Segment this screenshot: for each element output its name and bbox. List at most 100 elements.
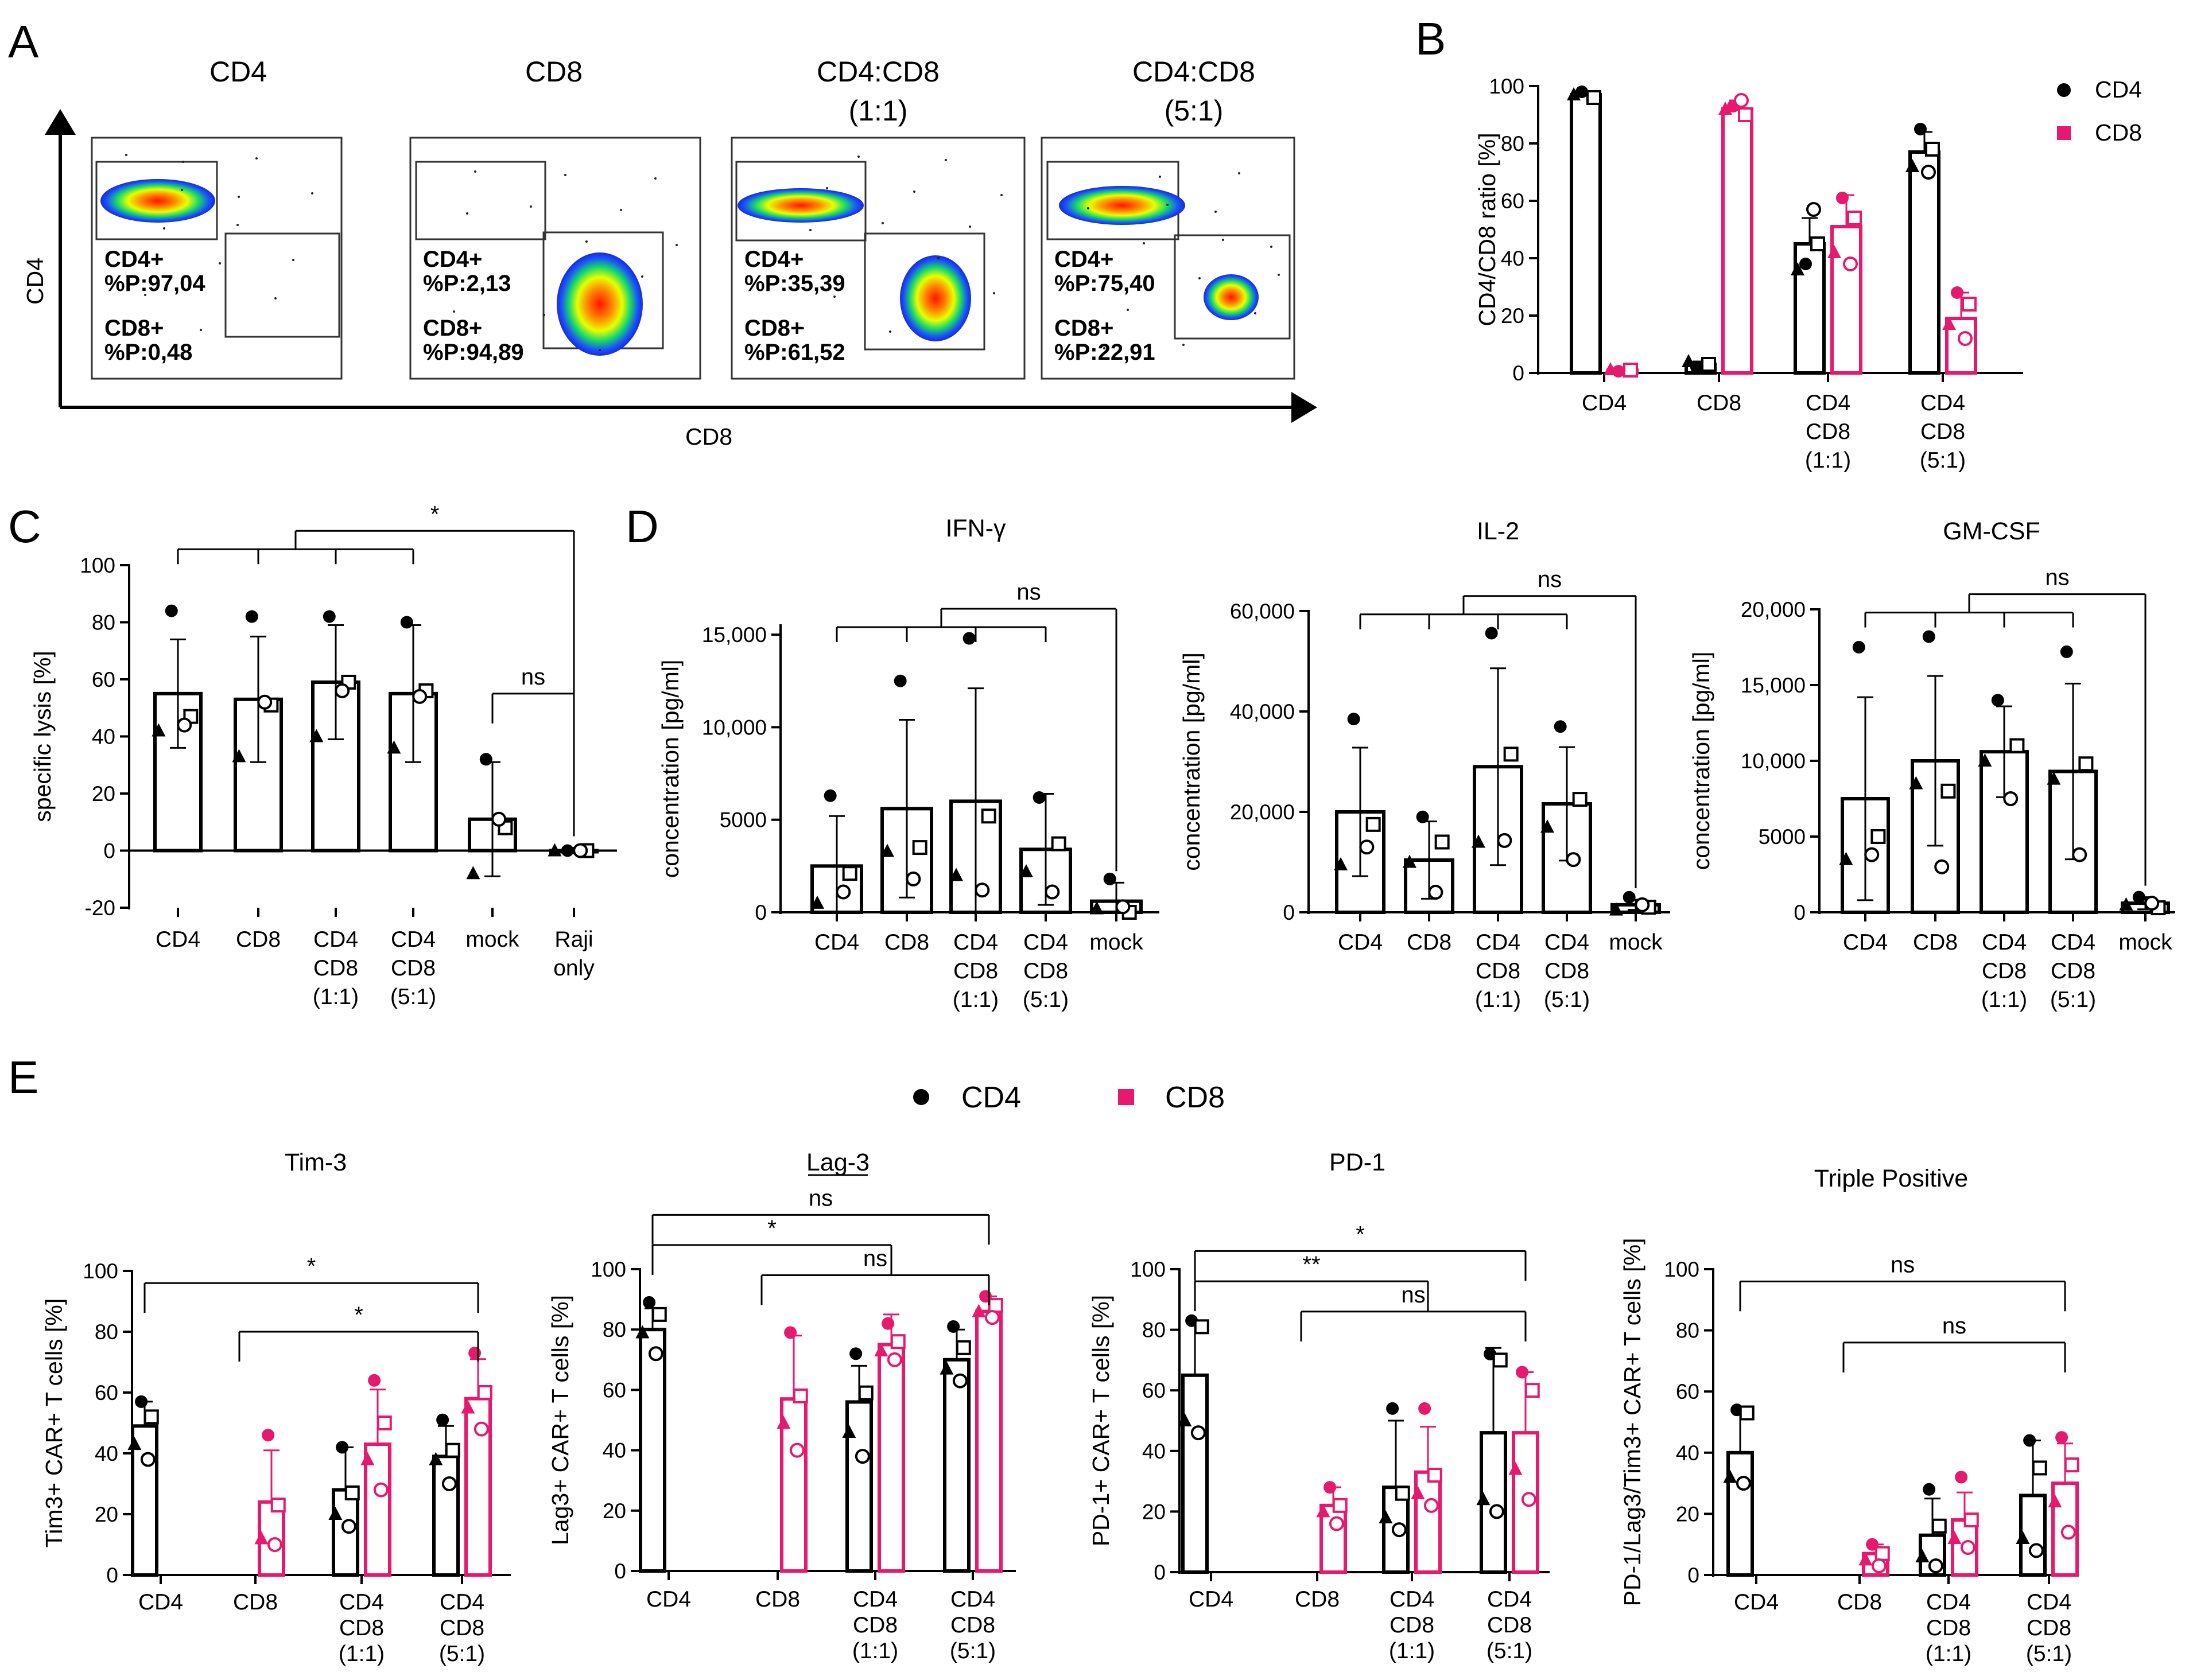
significance-label: ns bbox=[863, 1246, 887, 1271]
y-tick-label: 0 bbox=[1794, 901, 1806, 924]
legend-e-cd4-label: CD4 bbox=[961, 1081, 1021, 1114]
data-point bbox=[2144, 896, 2160, 911]
data-point bbox=[257, 694, 273, 710]
data-point bbox=[429, 1452, 443, 1465]
data-point bbox=[1190, 1425, 1206, 1441]
flow-gate-cd4 bbox=[735, 161, 867, 242]
flow-plot-frame bbox=[731, 137, 1026, 380]
data-point bbox=[882, 1317, 895, 1330]
data-point bbox=[777, 1415, 791, 1429]
flow-event-dot bbox=[1198, 277, 1201, 279]
flow-event-dot bbox=[466, 212, 468, 215]
y-tick-label: 20 bbox=[92, 782, 115, 806]
data-point bbox=[1572, 792, 1588, 807]
flow-event-dot bbox=[889, 330, 891, 333]
flow-gate-cd4 bbox=[95, 161, 218, 240]
flow-event-dot bbox=[1222, 239, 1224, 241]
data-point bbox=[1923, 1483, 1936, 1496]
data-point bbox=[1810, 236, 1825, 251]
flow-gate-cd4-label: CD4+ bbox=[104, 247, 164, 272]
flow-event-dot bbox=[182, 161, 184, 163]
y-tick-label: 40 bbox=[1501, 247, 1524, 270]
data-point bbox=[1734, 93, 1749, 108]
x-tick-label: CD8 bbox=[440, 1616, 484, 1640]
data-point bbox=[177, 717, 192, 733]
flow-event-dot bbox=[1143, 242, 1145, 244]
y-tick-label: 15,000 bbox=[1741, 674, 1806, 697]
x-tick-label: CD4 bbox=[950, 1587, 995, 1612]
x-tick-label: (5:1) bbox=[439, 1642, 485, 1666]
data-point bbox=[466, 866, 480, 880]
y-tick-label: 20 bbox=[1142, 1500, 1166, 1523]
data-point bbox=[461, 1400, 475, 1414]
data-point bbox=[1540, 819, 1554, 833]
significance-label: ns bbox=[521, 664, 545, 690]
x-tick-label: CD8 bbox=[236, 927, 281, 952]
data-point bbox=[912, 840, 927, 855]
flow-population-cd8 bbox=[900, 255, 971, 341]
x-tick-label: CD4 bbox=[1476, 930, 1520, 955]
flow-population-cd8 bbox=[557, 252, 643, 356]
y-tick-label: 40,000 bbox=[1230, 700, 1295, 724]
chart-d-il2: 0 20,000 40,000 60,000 concentration [pg/ml]… bbox=[1178, 518, 1670, 1012]
data-point bbox=[1508, 1461, 1523, 1475]
data-point bbox=[1332, 1498, 1348, 1513]
legend-marker-cd4 bbox=[2057, 83, 2071, 97]
flow-panel: CD4 CD8 CD4CD4+%P:97,04CD8+%P:0,48CD8CD4… bbox=[22, 56, 1317, 450]
y-tick-label: 60,000 bbox=[1230, 600, 1295, 623]
data-point bbox=[1839, 851, 1853, 865]
flow-gate-cd8 bbox=[864, 232, 985, 351]
y-tick-label: 80 bbox=[92, 611, 115, 635]
x-tick-label: CD8 bbox=[391, 956, 436, 981]
flow-event-dot bbox=[292, 259, 294, 261]
data-point bbox=[824, 789, 837, 802]
y-tick-label: 15,000 bbox=[702, 623, 767, 647]
flow-gate-cd8-label: CD8+ bbox=[423, 316, 482, 341]
bar-cd8 bbox=[1721, 107, 1753, 375]
data-point bbox=[1962, 297, 1977, 312]
data-point bbox=[387, 740, 401, 754]
x-tick-label: CD8 bbox=[2051, 959, 2095, 983]
y-tick-label: 20 bbox=[603, 1499, 626, 1523]
data-point bbox=[2060, 645, 2073, 658]
data-point bbox=[127, 1437, 142, 1450]
flow-event-dot bbox=[1166, 204, 1169, 206]
data-point bbox=[1516, 1366, 1529, 1379]
flow-event-dot bbox=[1182, 344, 1185, 346]
flow-population-cd8 bbox=[1204, 274, 1259, 320]
panel-letter-e: E bbox=[8, 1052, 38, 1103]
x-tick-label: CD8 bbox=[1697, 391, 1741, 415]
chart-e-triple: 0 20 40 60 80 100 PD-1/Lag3/Tim3+ CAR+ T cells… bbox=[1619, 1165, 2079, 1666]
data-point bbox=[1521, 1492, 1536, 1507]
flow-event-dot bbox=[641, 275, 643, 278]
flow-plot-frame bbox=[91, 137, 343, 380]
data-point bbox=[890, 1334, 906, 1350]
data-point bbox=[1922, 630, 1935, 643]
flow-plot-title: CD4:CD8 bbox=[817, 56, 940, 88]
x-tick-label: (1:1) bbox=[339, 1642, 385, 1666]
data-point bbox=[1905, 159, 1919, 172]
data-point bbox=[1347, 713, 1360, 726]
flow-event-dot bbox=[1127, 309, 1129, 311]
flow-event-dot bbox=[474, 170, 476, 173]
data-point bbox=[1921, 165, 1936, 180]
data-point bbox=[1940, 783, 1956, 799]
data-point bbox=[1843, 256, 1858, 271]
x-tick-label: CD8 bbox=[339, 1616, 384, 1640]
x-tick-label: (1:1) bbox=[1926, 1642, 1971, 1666]
data-point bbox=[323, 610, 336, 623]
panel-letter-d: D bbox=[626, 501, 659, 552]
y-tick-label: 40 bbox=[1142, 1440, 1166, 1463]
flow-event-dot bbox=[311, 192, 313, 195]
data-point bbox=[2078, 756, 2094, 772]
significance-label: ns bbox=[1401, 1282, 1425, 1308]
data-point bbox=[1934, 859, 1950, 874]
chart-e-tim3: 0 20 40 60 80 100 Tim3+ CAR+ T cells [%] Tim-3 C… bbox=[41, 1149, 511, 1666]
bar-cd4 bbox=[1570, 93, 1602, 375]
x-tick-label: CD4 bbox=[1544, 930, 1589, 955]
x-tick-label: CD4 bbox=[339, 1590, 384, 1615]
data-point bbox=[1609, 902, 1623, 916]
data-point bbox=[947, 1320, 960, 1333]
x-tick-label: CD8 bbox=[1023, 959, 1068, 983]
